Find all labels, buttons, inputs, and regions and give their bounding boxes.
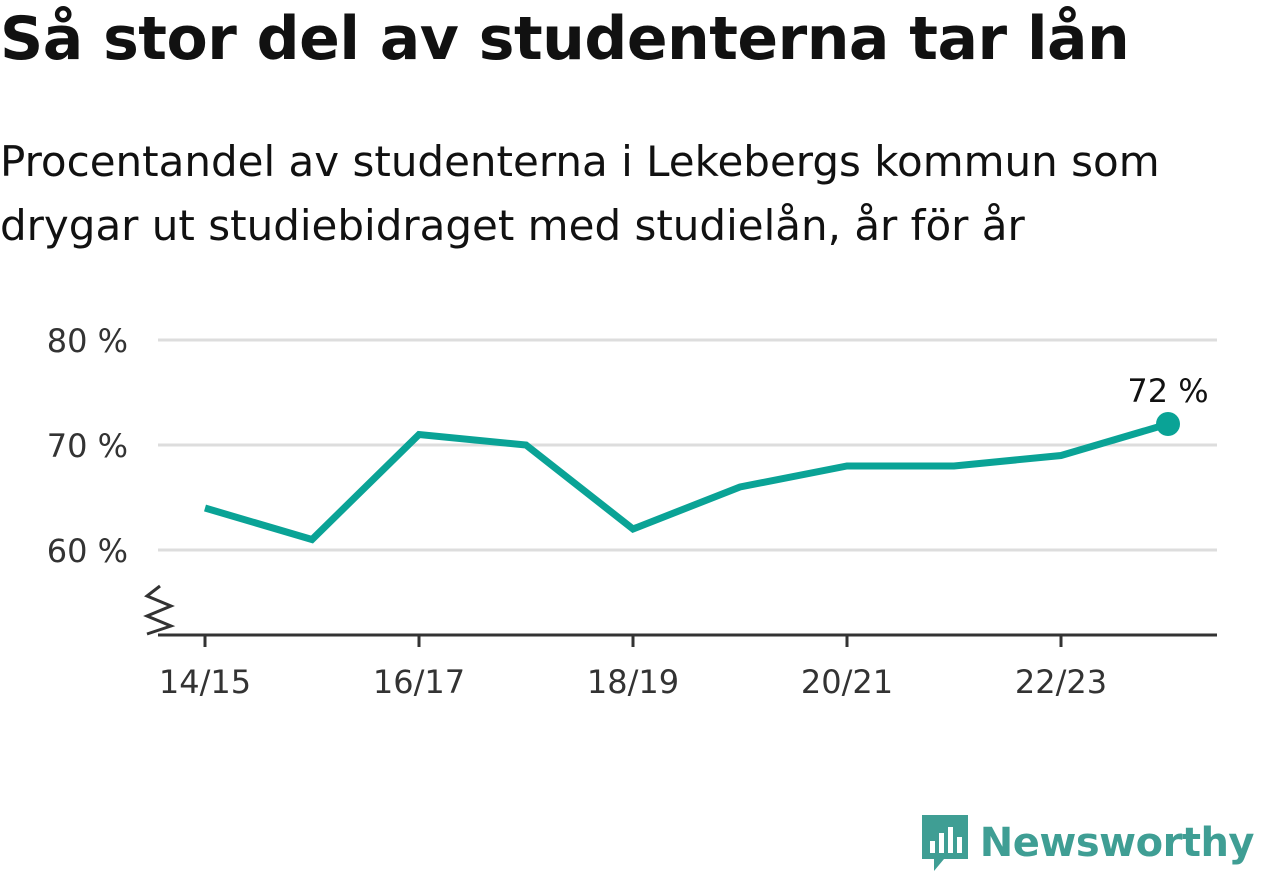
chart-title: Så stor del av studenterna tar lån [0,4,1130,74]
y-tick-label: 80 % [47,322,128,360]
labels: 60 % 70 % 80 % 14/15 16/17 18/19 20/21 22/23 72 … [47,322,1209,701]
endpoint-marker [1156,412,1180,436]
y-tick-label: 70 % [47,427,128,465]
newsworthy-brand[interactable]: Newsworthy [920,813,1255,873]
gridlines [158,338,1217,552]
series-line [204,420,1169,544]
y-tick-label: 60 % [47,532,128,570]
x-tick-label: 18/19 [587,663,679,701]
series-layer [204,412,1180,544]
x-tick-label: 22/23 [1015,663,1107,701]
x-tick-label: 20/21 [801,663,893,701]
brand-name: Newsworthy [979,820,1255,866]
x-axis [143,584,1217,647]
endpoint-value-label: 72 % [1127,372,1208,410]
chart-subtitle: Procentandel av studenterna i Lekebergs … [0,137,1160,250]
newsworthy-logo-icon [921,815,968,871]
x-tick-label: 14/15 [159,663,251,701]
x-tick-label: 16/17 [373,663,465,701]
axis-break-icon [143,584,176,636]
